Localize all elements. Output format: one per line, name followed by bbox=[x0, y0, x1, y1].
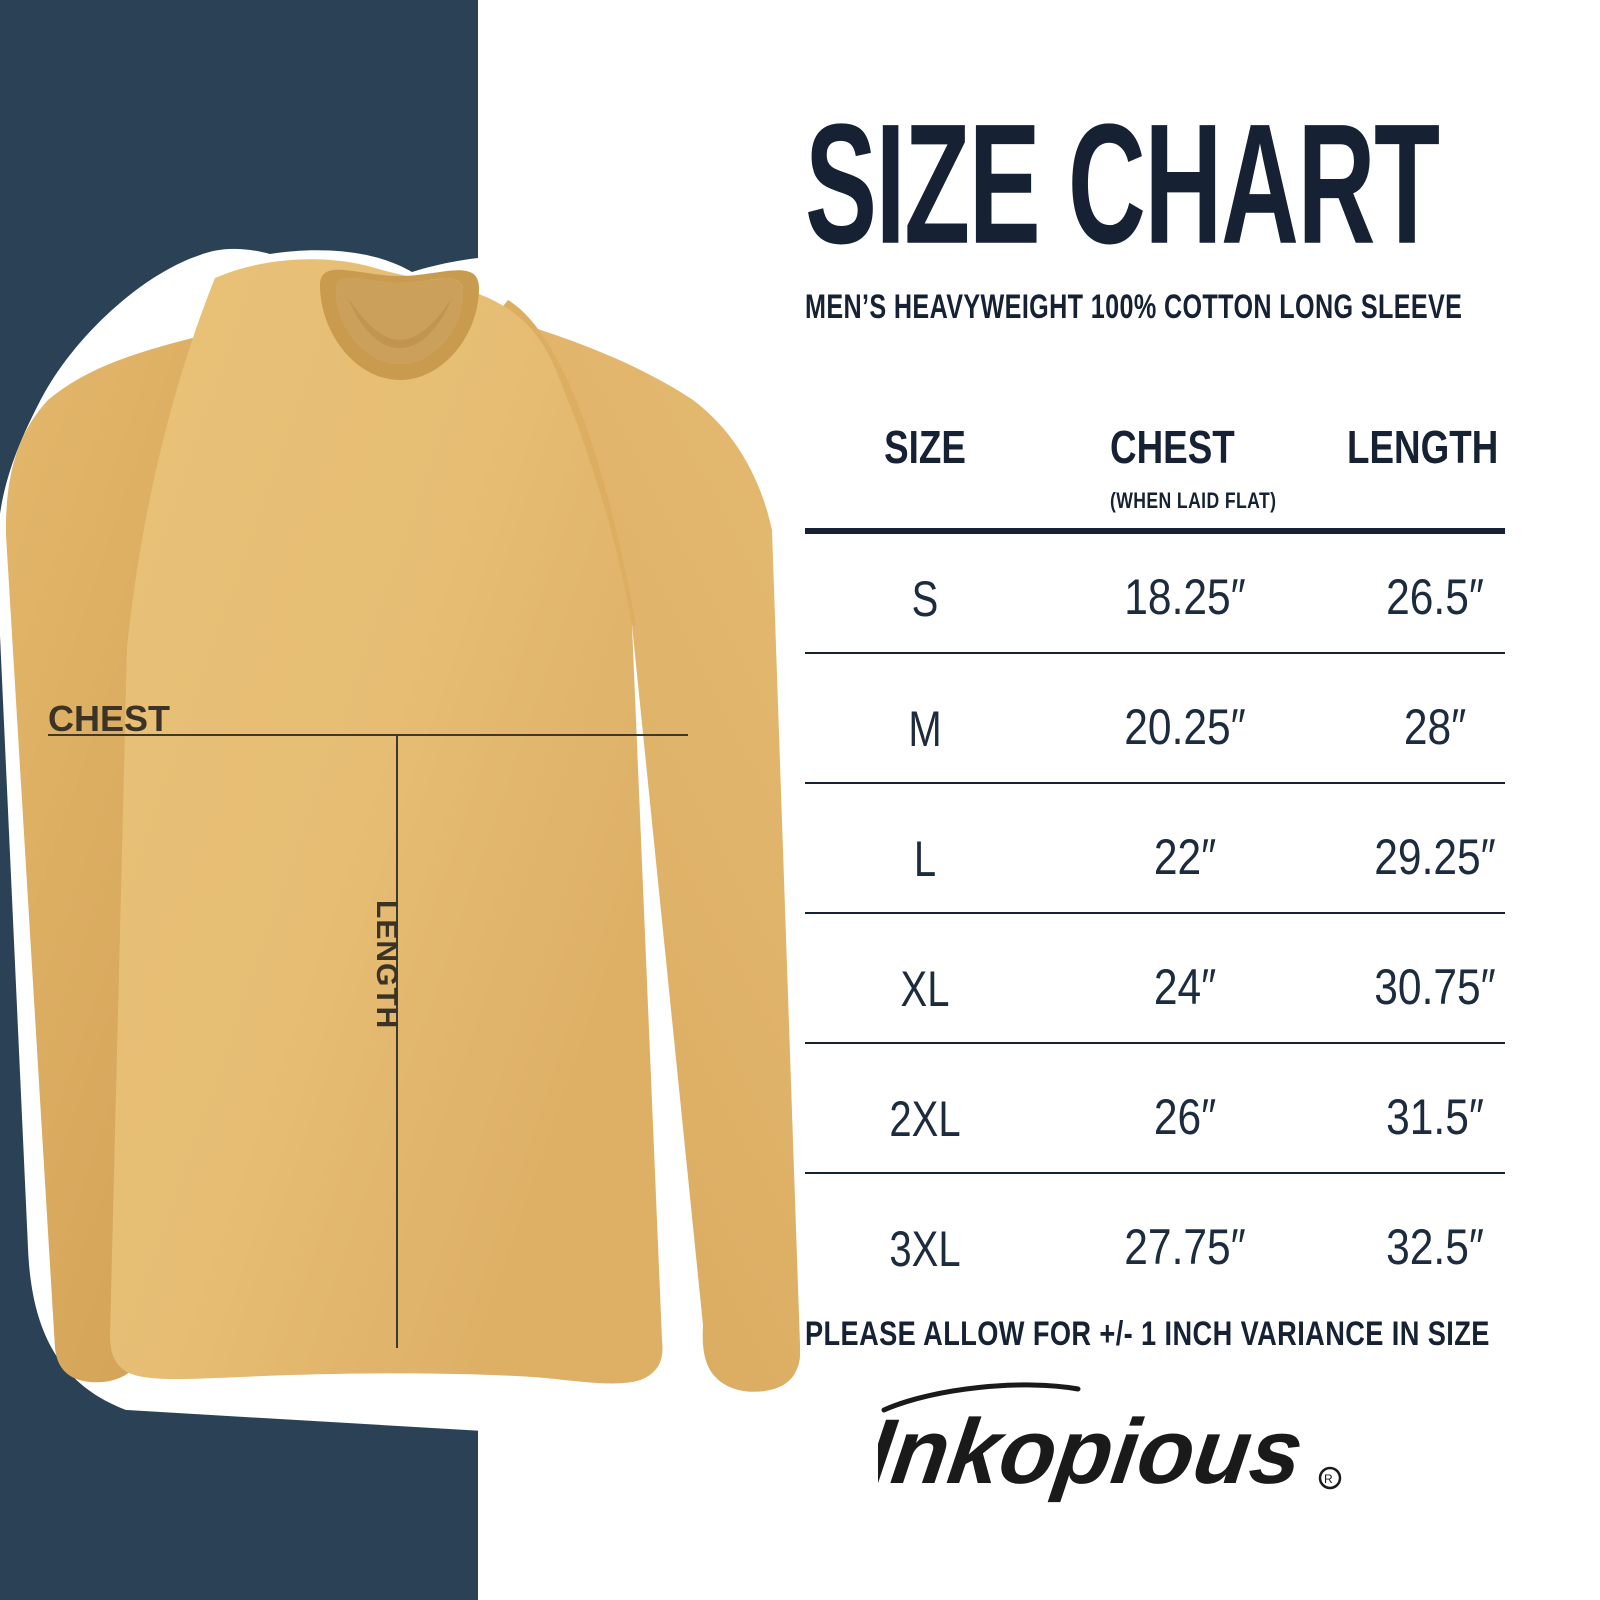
svg-text:Inkopious: Inkopious bbox=[878, 1399, 1309, 1502]
svg-text:R: R bbox=[1324, 1472, 1333, 1486]
